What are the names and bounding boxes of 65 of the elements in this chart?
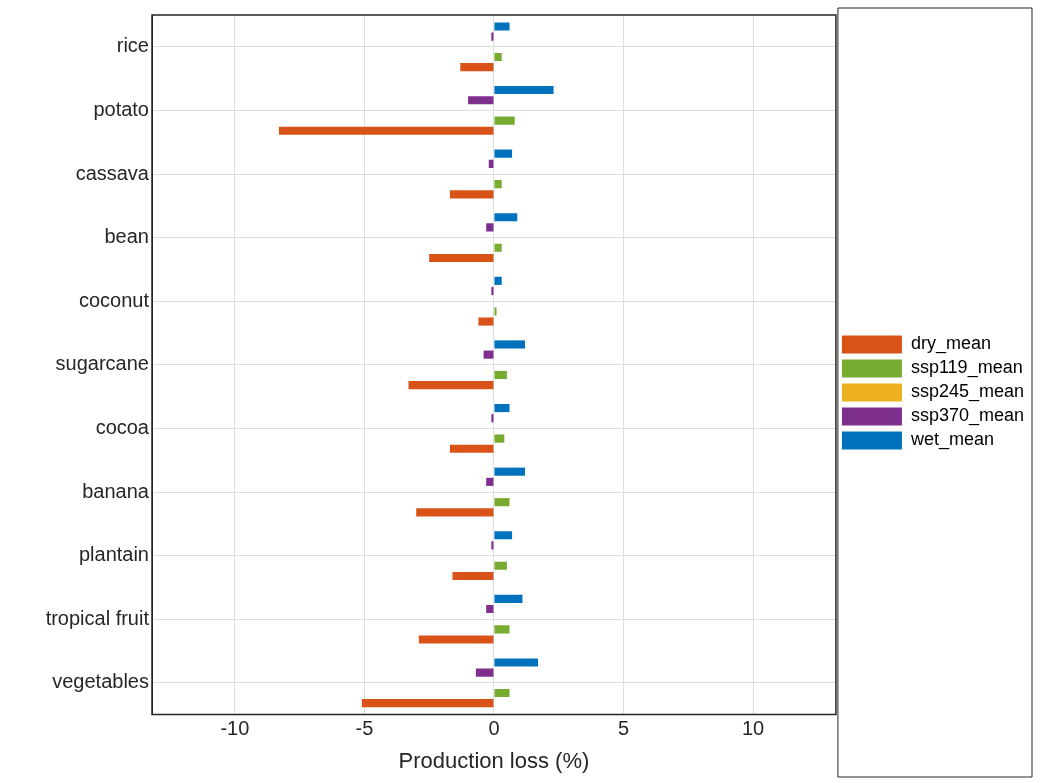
legend-label: ssp245_mean [910,381,1025,403]
legend-label: ssp370_mean [910,405,1025,427]
y-tick-label: plantain [78,543,149,566]
bar [494,52,502,62]
bar [361,699,494,708]
bar [491,541,494,550]
y-tick-label: tropical fruit [45,606,150,629]
bar [494,340,526,349]
bar [449,444,494,453]
bar [494,625,510,634]
bar [494,561,507,570]
bar [478,317,494,326]
bar [460,63,494,72]
bar [491,32,494,41]
bar [449,190,494,199]
bar [468,96,494,105]
bar [486,477,494,486]
bar [418,635,494,644]
bar [491,286,494,296]
bar [429,253,494,263]
bar [475,668,494,677]
bar [494,116,515,125]
bar [494,213,518,222]
bar [483,350,494,359]
y-tick-label: rice [116,34,149,57]
y-tick-label: sugarcane [55,352,149,375]
y-tick-label: banana [82,479,150,502]
bar [494,403,510,413]
y-tick-label: potato [93,97,149,120]
bar [494,22,510,31]
bar [494,467,526,476]
bar [278,126,494,135]
bar [494,276,502,285]
bar [494,531,513,540]
legend-label: wet_mean [909,429,994,451]
bar [408,381,494,390]
y-tick-label: cassava [75,161,150,184]
bar [494,658,538,667]
x-tick-label: 0 [488,717,500,740]
bar [494,498,510,507]
x-tick-label: 10 [741,717,765,740]
bar [452,571,494,581]
bar [494,370,507,380]
bar [494,688,510,698]
bar [486,223,494,232]
bar [494,307,497,316]
x-tick-label: -10 [220,717,250,740]
x-axis-title: Production loss (%) [398,747,590,773]
x-tick-label: -5 [355,717,374,740]
bar [494,243,502,252]
y-tick-label: vegetables [52,670,149,693]
y-tick-label: bean [104,225,149,248]
y-tick-label: cocoa [95,415,150,438]
bar [494,180,502,189]
bar [494,434,505,443]
bar [491,414,494,423]
bar [494,85,554,95]
bar [494,149,513,158]
bar [486,604,494,614]
bar [494,594,523,603]
legend-label: ssp119_mean [910,357,1023,379]
bar [416,508,494,517]
x-tick-label: 5 [617,717,630,740]
legend-label: dry_mean [910,333,991,355]
y-tick-label: coconut [78,288,150,311]
